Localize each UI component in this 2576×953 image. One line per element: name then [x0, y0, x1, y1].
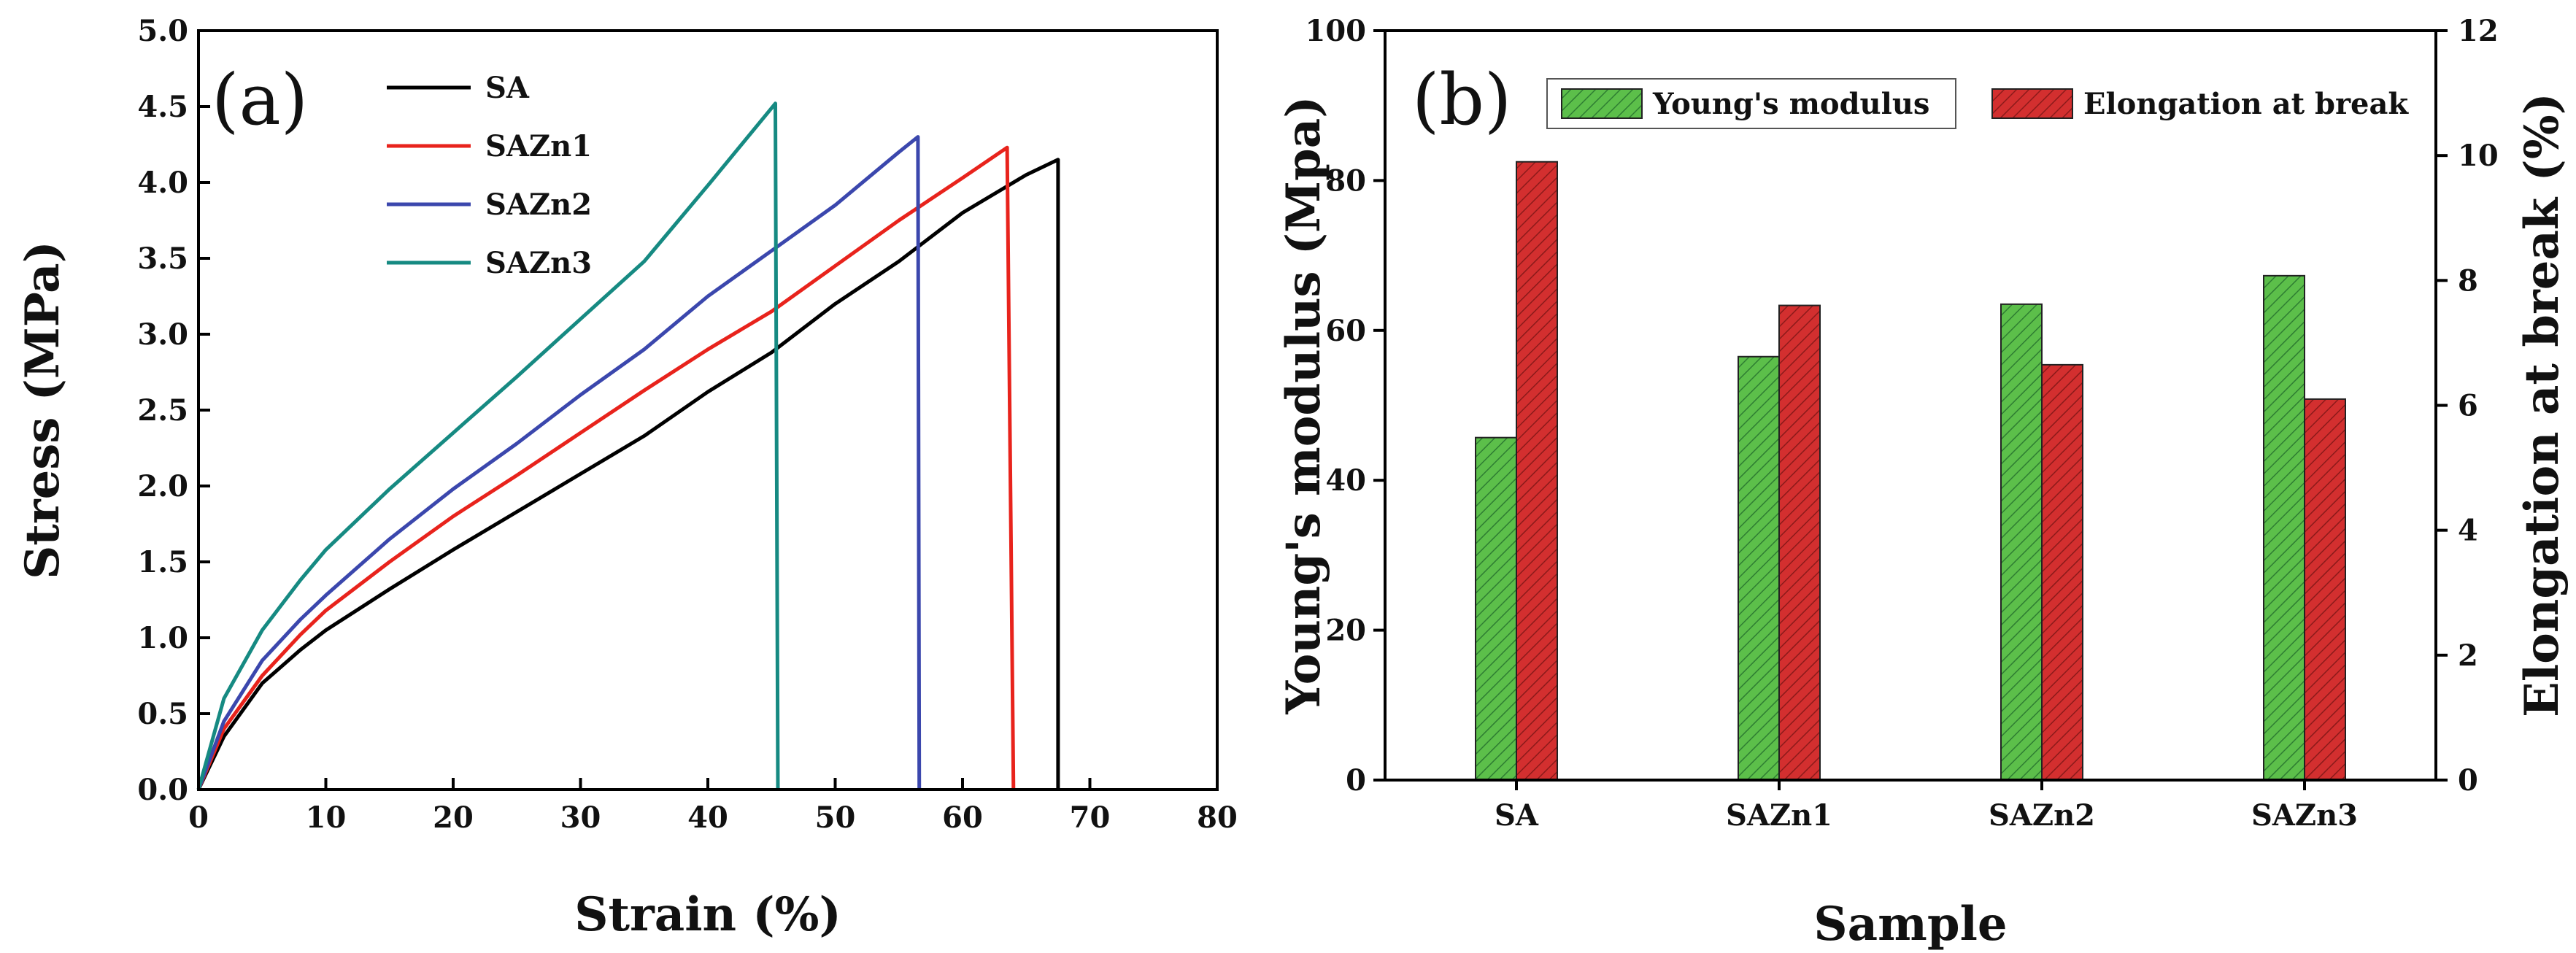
legend-label-a: SA [485, 71, 530, 105]
y2-tick-label-b: 10 [2458, 139, 2499, 173]
y2-tick-label-b: 2 [2458, 638, 2478, 673]
stress-strain-lines [196, 101, 1060, 791]
y-tick-label-b: 20 [1325, 614, 1366, 648]
plot-frame-a [197, 29, 1219, 791]
y-ticks-b: 0 20 40 60 80 100 [1306, 14, 1385, 798]
x-ticks-a: 0 10 20 30 40 50 60 70 80 [188, 778, 1238, 835]
x-tick-label-a: 10 [306, 800, 347, 835]
bar-youngs-modulus-sa [1475, 436, 1517, 781]
bar-youngs-modulus-sazn1 [1738, 355, 1780, 781]
x-axis-title-b: Sample [1813, 897, 2007, 952]
y-tick-label-b: 100 [1306, 14, 1367, 48]
y-axis-title-b: Young's modulus (Mpa) [1276, 96, 1331, 715]
y2-tick-label-b: 12 [2458, 14, 2499, 48]
x-tick-label-a: 80 [1197, 800, 1238, 835]
legend-b: Young's modulus Elongation at break [1546, 78, 2409, 129]
x-tick-label-a: 20 [433, 800, 474, 835]
bar-youngs-modulus-sazn2 [2000, 303, 2043, 782]
y-ticks-a: 0.0 0.5 1.0 1.5 2.0 2.5 3.0 3.5 4.0 4.5 5.0 [137, 14, 210, 807]
bar-elongation-sazn2 [2041, 363, 2083, 781]
legend-label-a: SAZn1 [485, 129, 592, 163]
bar-elongation-sa [1516, 161, 1558, 782]
panel-label-a: (a) [212, 59, 308, 141]
y-tick-label-a: 1.5 [137, 545, 188, 579]
y2-tick-label-b: 0 [2458, 763, 2478, 798]
y2-ticks-b: 0 2 4 6 8 10 12 [2436, 14, 2499, 798]
legend-a: SA SAZn1 SAZn2 SAZn3 [387, 71, 592, 280]
y-tick-label-a: 2.5 [137, 393, 188, 428]
y2-tick-label-b: 6 [2458, 389, 2478, 423]
series-line-sazn1 [196, 145, 1016, 790]
y-tick-label-b: 80 [1325, 163, 1366, 198]
y-tick-label-a: 0.0 [137, 773, 188, 807]
category-label: SAZn1 [1726, 798, 1832, 833]
bar-elongation-sazn1 [1778, 304, 1821, 782]
legend-label-youngs-modulus: Young's modulus [1652, 87, 1929, 121]
panel-a: 0 10 20 30 40 50 60 70 80 0.0 0.5 1.0 1.5 2.0 2.5 3.0 3… [15, 14, 1238, 942]
x-axis-title-a: Strain (%) [574, 887, 841, 942]
legend-label-a: SAZn2 [485, 188, 592, 222]
y-tick-label-a: 3.5 [137, 242, 188, 276]
legend-swatch-elongation [1991, 88, 2073, 119]
y2-tick-label-b: 4 [2458, 514, 2478, 548]
bar-elongation-sazn3 [2304, 398, 2346, 781]
y-tick-label-a: 1.0 [137, 621, 188, 655]
bar-youngs-modulus-sazn3 [2263, 274, 2305, 782]
x-tick-label-a: 50 [815, 800, 856, 835]
x-tick-label-a: 60 [942, 800, 983, 835]
series-line-sa [196, 158, 1060, 791]
legend-label-elongation: Elongation at break [2083, 87, 2409, 121]
x-tick-label-a: 40 [687, 800, 728, 835]
y-tick-label-a: 0.5 [137, 697, 188, 731]
series-line-sazn2 [196, 135, 922, 790]
y-axis-title-a: Stress (MPa) [15, 241, 70, 579]
x-ticks-b: SA SAZn1 SAZn2 SAZn3 [1495, 780, 2358, 833]
category-label: SAZn3 [2251, 798, 2358, 833]
legend-label-a: SAZn3 [485, 246, 592, 280]
legend-swatch-youngs-modulus [1561, 88, 1643, 119]
x-tick-label-a: 0 [188, 800, 209, 835]
category-label: SA [1495, 798, 1539, 833]
y2-tick-label-b: 8 [2458, 263, 2478, 298]
y-tick-label-a: 4.5 [137, 90, 188, 124]
bars [1475, 161, 2346, 782]
y-tick-label-b: 40 [1325, 463, 1366, 498]
panel-label-b: (b) [1412, 59, 1511, 141]
y-tick-label-b: 0 [1346, 763, 1366, 798]
y-tick-label-a: 2.0 [137, 469, 188, 503]
y-tick-label-a: 3.0 [137, 317, 188, 352]
category-label: SAZn2 [1989, 798, 2095, 833]
y-tick-label-a: 5.0 [137, 14, 188, 48]
series-line-sazn3 [196, 101, 780, 790]
y2-axis-title-b: Elongation at break (%) [2515, 93, 2569, 717]
x-tick-label-a: 70 [1070, 800, 1111, 835]
y-tick-label-b: 60 [1325, 314, 1366, 348]
panel-b: 0 20 40 60 80 100 0 2 4 6 8 10 12 SA SAZn1 SAZn2 SAZn3… [1276, 14, 2569, 952]
y-tick-label-a: 4.0 [137, 166, 188, 200]
x-tick-label-a: 30 [560, 800, 601, 835]
